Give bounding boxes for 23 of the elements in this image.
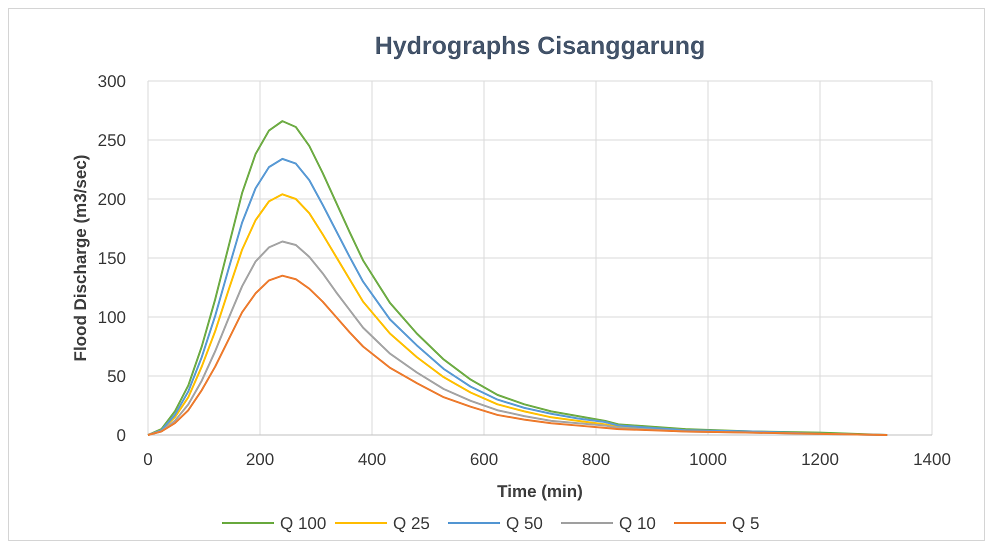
x-tick-label: 800 bbox=[582, 450, 610, 469]
y-tick-label: 200 bbox=[98, 190, 126, 209]
x-tick-label: 1400 bbox=[913, 450, 951, 469]
chart-title: Hydrographs Cisanggarung bbox=[374, 32, 706, 60]
x-tick-label: 1200 bbox=[801, 450, 839, 469]
y-axis-title: Flood Discharge (m3/sec) bbox=[71, 154, 90, 362]
y-tick-label: 100 bbox=[98, 308, 126, 327]
legend-label: Q 25 bbox=[393, 514, 430, 533]
x-tick-label: 1000 bbox=[689, 450, 727, 469]
legend-label: Q 5 bbox=[732, 514, 760, 533]
x-tick-label: 400 bbox=[358, 450, 386, 469]
y-tick-label: 50 bbox=[107, 367, 126, 386]
y-tick-label: 300 bbox=[98, 72, 126, 91]
x-tick-label: 0 bbox=[143, 450, 153, 469]
x-tick-label: 200 bbox=[246, 450, 274, 469]
legend-label: Q 50 bbox=[506, 514, 543, 533]
x-axis-title: Time (min) bbox=[497, 482, 583, 501]
y-tick-label: 250 bbox=[98, 131, 126, 150]
legend-label: Q 100 bbox=[280, 514, 326, 533]
legend-label: Q 10 bbox=[619, 514, 656, 533]
x-tick-label: 600 bbox=[470, 450, 498, 469]
y-tick-label: 0 bbox=[116, 426, 126, 445]
y-tick-label: 150 bbox=[98, 249, 126, 268]
